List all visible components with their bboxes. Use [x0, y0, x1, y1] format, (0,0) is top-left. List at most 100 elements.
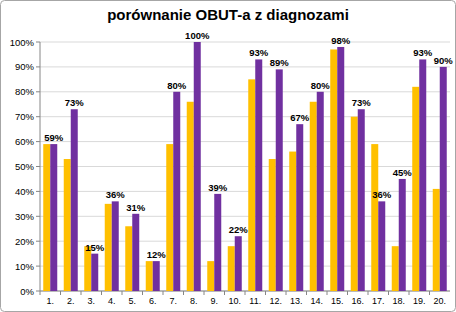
data-label: 80%: [311, 80, 331, 91]
bar: [351, 117, 358, 291]
bar: [84, 246, 91, 291]
x-tick: [204, 291, 205, 295]
bar: [392, 246, 399, 291]
x-tick: [347, 291, 348, 295]
data-label: 93%: [249, 47, 269, 58]
grid-line: [40, 141, 450, 142]
data-label: 15%: [85, 242, 105, 253]
data-label: 36%: [106, 189, 126, 200]
grid-line: [40, 42, 450, 43]
bar: [194, 42, 201, 291]
y-axis: 0%10%20%30%40%50%60%70%80%90%100%: [10, 37, 450, 297]
y-tick: [36, 291, 40, 292]
x-tick-label: 14.: [310, 296, 323, 306]
y-tick: [36, 116, 40, 117]
y-tick-label: 60%: [15, 136, 35, 147]
x-tick: [60, 291, 61, 295]
x-tick-label: 12.: [269, 296, 282, 306]
bar: [433, 189, 440, 291]
data-label: 12%: [147, 249, 167, 260]
bar: [146, 261, 153, 291]
bar: [255, 59, 262, 291]
x-tick-label: 20.: [433, 296, 446, 306]
x-tick: [183, 291, 184, 295]
y-tick: [36, 42, 40, 43]
x-tick: [265, 291, 266, 295]
bar: [358, 109, 365, 291]
bar: [248, 79, 255, 291]
title: porównanie OBUT-a z diagnozami: [107, 6, 349, 23]
bar: [187, 102, 194, 291]
grid-line: [40, 116, 450, 117]
bar: [276, 69, 283, 291]
bar: [399, 179, 406, 291]
x-axis: 1.2.3.4.5.6.7.8.9.10.11.12.13.14.15.16.1…: [40, 291, 446, 306]
x-tick: [429, 291, 430, 295]
chart: porównanie OBUT-a z diagnozami 0% 10% 20% 30…: [0, 0, 456, 312]
y-axis-line: [40, 42, 41, 291]
x-tick-label: 15.: [331, 296, 344, 306]
bar: [153, 261, 160, 291]
bar: [112, 201, 119, 291]
x-tick-label: 10.: [228, 296, 241, 306]
data-label: 100%: [185, 30, 210, 41]
y-tick: [36, 191, 40, 192]
grid-line: [40, 66, 450, 67]
x-tick-label: 16.: [351, 296, 364, 306]
y-tick-label: 20%: [15, 236, 35, 247]
bar: [64, 159, 71, 291]
y-tick: [36, 141, 40, 142]
data-label: 67%: [290, 112, 310, 123]
x-tick-label: 1.: [46, 296, 54, 306]
x-tick-label: 7.: [169, 296, 177, 306]
bar: [235, 236, 242, 291]
y-tick: [36, 266, 40, 267]
y-tick-label: 100%: [10, 37, 35, 48]
grid-line: [40, 216, 450, 217]
bar: [228, 246, 235, 291]
bar: [337, 47, 344, 291]
bar: [419, 59, 426, 291]
data-label: 45%: [393, 167, 413, 178]
bar: [50, 144, 57, 291]
bar: [43, 144, 50, 291]
x-tick: [368, 291, 369, 295]
y-tick: [36, 166, 40, 167]
data-label: 93%: [413, 47, 433, 58]
bar: [317, 92, 324, 291]
data-label: 90%: [434, 55, 454, 66]
y-tick-label: 80%: [15, 86, 35, 97]
y-tick-label: 30%: [15, 211, 35, 222]
y-tick-label: 90%: [15, 61, 35, 72]
data-labels: 59%73%15%36%31%12%80%100%39%22%93%89%67%…: [44, 30, 453, 260]
x-tick-label: 6.: [149, 296, 157, 306]
y-tick-label: 0%: [20, 286, 34, 297]
bar: [105, 204, 112, 291]
x-tick: [388, 291, 389, 295]
bar: [310, 102, 317, 291]
grid-line: [40, 266, 450, 267]
data-label: 36%: [372, 189, 392, 200]
x-tick-label: 17.: [372, 296, 385, 306]
bar: [330, 49, 337, 291]
x-tick: [122, 291, 123, 295]
grid-line: [40, 166, 450, 167]
bar: [71, 109, 78, 291]
x-tick: [81, 291, 82, 295]
y-tick-label: 40%: [15, 186, 35, 197]
x-tick-label: 18.: [392, 296, 405, 306]
y-tick: [36, 91, 40, 92]
bar: [214, 194, 221, 291]
bar: [378, 201, 385, 291]
x-tick: [142, 291, 143, 295]
bar: [207, 261, 214, 291]
chart-frame: [1, 1, 456, 312]
x-tick: [40, 291, 41, 295]
bar: [166, 144, 173, 291]
x-tick: [245, 291, 246, 295]
data-label: 80%: [167, 80, 187, 91]
y-tick-label: 50%: [15, 161, 35, 172]
y-tick-label: 10%: [15, 261, 35, 272]
bar: [289, 152, 296, 291]
bar: [371, 144, 378, 291]
